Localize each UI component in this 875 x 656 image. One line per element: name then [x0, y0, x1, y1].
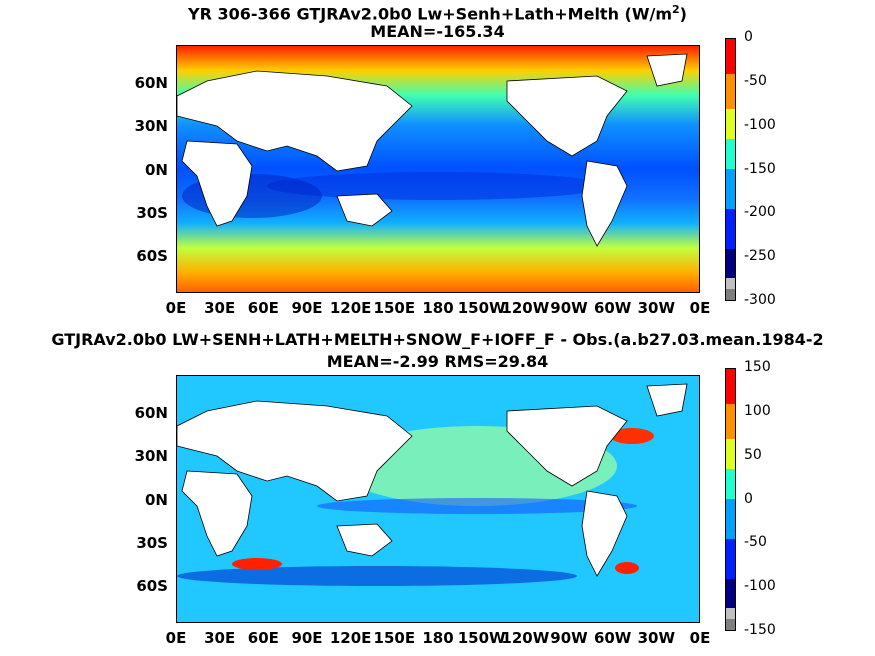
panel2-subtitle: MEAN=-2.99 RMS=29.84: [326, 352, 549, 371]
lon-tick-label: 60E: [247, 629, 279, 647]
panel2-falklands-anomaly: [615, 562, 639, 574]
lon-tick-label: 150E: [373, 299, 416, 317]
panel2-land-eurasia: [177, 400, 413, 502]
panel2-colorbar-gray: [726, 619, 735, 630]
colorbar-tick-label: -300: [744, 292, 776, 308]
lat-tick-label: 60S: [136, 577, 168, 595]
lon-tick-label: 0E: [689, 629, 711, 647]
panel1-colorbar-yellow: [726, 109, 735, 139]
panel2-land-northamerica: [506, 405, 628, 487]
lat-tick-label: 60N: [134, 404, 168, 422]
panel1-land-greenland: [646, 53, 688, 87]
colorbar-tick-label: 50: [744, 446, 762, 463]
panel1-colorbar-gray: [726, 289, 735, 300]
lon-tick-label: 0E: [165, 629, 187, 647]
panel1-land: [177, 53, 688, 247]
panel2-land-australia: [336, 523, 393, 557]
lon-tick-label: 150W: [457, 299, 506, 317]
panel2-land: [177, 383, 688, 577]
panel2-colorbar-blue: [726, 539, 735, 579]
colorbar-tick-label: 0: [744, 490, 753, 507]
lon-tick-label: 90E: [291, 629, 323, 647]
colorbar-tick-label: 100: [744, 402, 771, 419]
panel1-title: YR 306-366 GTJRAv2.0b0 Lw+Senh+Lath+Melt…: [188, 3, 687, 24]
panel2-land-greenland: [646, 383, 688, 417]
lon-tick-label: 0E: [689, 299, 711, 317]
panel1-colorbar-red: [726, 39, 735, 74]
colorbar-tick-label: -150: [744, 160, 776, 177]
lon-tick-label: 60E: [247, 299, 279, 317]
lon-tick-label: 30W: [637, 629, 676, 647]
panel2-equatorial-anomaly: [317, 498, 637, 514]
lat-tick-label: 60N: [134, 74, 168, 92]
panel1-subtitle: MEAN=-165.34: [370, 22, 505, 41]
panel1-colorbar-cyan: [726, 139, 735, 169]
panel2-colorbar-azure: [726, 499, 735, 539]
lon-tick-label: 30E: [204, 299, 236, 317]
lat-tick-label: 0N: [145, 161, 168, 179]
lon-tick-label: 150W: [457, 629, 506, 647]
lon-tick-label: 0E: [165, 299, 187, 317]
panel1-land-northamerica: [506, 75, 628, 157]
colorbar-tick-label: -100: [744, 578, 776, 595]
panel2-colorbar-red: [726, 369, 735, 404]
lon-tick-label: 90W: [550, 629, 588, 647]
panel1-land-eurasia: [177, 70, 413, 172]
colorbar-tick-label: -100: [744, 116, 776, 133]
panel2-colorbar-navy: [726, 579, 735, 608]
panel2-colorbar: [725, 368, 736, 631]
lat-tick-label: 30N: [134, 117, 168, 135]
colorbar-tick-label: 0: [744, 29, 753, 45]
lon-tick-label: 30E: [204, 629, 236, 647]
lat-tick-label: 30S: [136, 534, 168, 552]
panel1-map: [176, 45, 700, 293]
panel1-colorbar-blue: [726, 209, 735, 249]
panel2-southern-ocean-band: [177, 566, 577, 586]
lon-tick-label: 180: [422, 299, 454, 317]
panel1-low-band: [267, 172, 607, 200]
panel1-land-southamerica: [581, 160, 628, 247]
panel1-land-africa: [181, 140, 253, 227]
lon-tick-label: 120W: [501, 299, 550, 317]
panel2-gulfstream-anomaly: [610, 428, 654, 444]
panel1-colorbar-navy: [726, 249, 735, 278]
panel2-colorbar-orange: [726, 404, 735, 439]
panel1-land-australia: [336, 193, 393, 227]
panel1-colorbar-lightgray: [726, 278, 735, 289]
lat-tick-label: 60S: [136, 247, 168, 265]
colorbar-tick-label: 150: [744, 359, 771, 375]
panel2-colorbar-yellow: [726, 439, 735, 469]
lon-tick-label: 90E: [291, 299, 323, 317]
lon-tick-label: 90W: [550, 299, 588, 317]
panel1-colorbar: [725, 38, 736, 301]
lat-tick-label: 30S: [136, 204, 168, 222]
lat-tick-label: 0N: [145, 491, 168, 509]
lon-tick-label: 180: [422, 629, 454, 647]
colorbar-tick-label: -200: [744, 204, 776, 221]
colorbar-tick-label: -250: [744, 248, 776, 265]
lon-tick-label: 150E: [373, 629, 416, 647]
lon-tick-label: 30W: [637, 299, 676, 317]
panel2-land-southamerica: [581, 490, 628, 577]
panel2-land-africa: [181, 470, 253, 557]
colorbar-tick-label: -50: [744, 534, 767, 551]
panel1-colorbar-orange: [726, 74, 735, 109]
colorbar-tick-label: -150: [744, 622, 776, 638]
panel2-colorbar-lightgray: [726, 608, 735, 619]
lon-tick-label: 60W: [593, 629, 632, 647]
panel2-title: GTJRAv2.0b0 LW+SENH+LATH+MELTH+SNOW_F+IO…: [51, 330, 824, 349]
lon-tick-label: 120E: [329, 299, 372, 317]
panel2-colorbar-cyan: [726, 469, 735, 499]
panel2-agulhas-anomaly: [232, 558, 282, 570]
panel1-colorbar-azure: [726, 169, 735, 209]
panel2-map: [176, 375, 700, 623]
lat-tick-label: 30N: [134, 447, 168, 465]
lon-tick-label: 60W: [593, 299, 632, 317]
lon-tick-label: 120W: [501, 629, 550, 647]
lon-tick-label: 120E: [329, 629, 372, 647]
colorbar-tick-label: -50: [744, 72, 767, 89]
